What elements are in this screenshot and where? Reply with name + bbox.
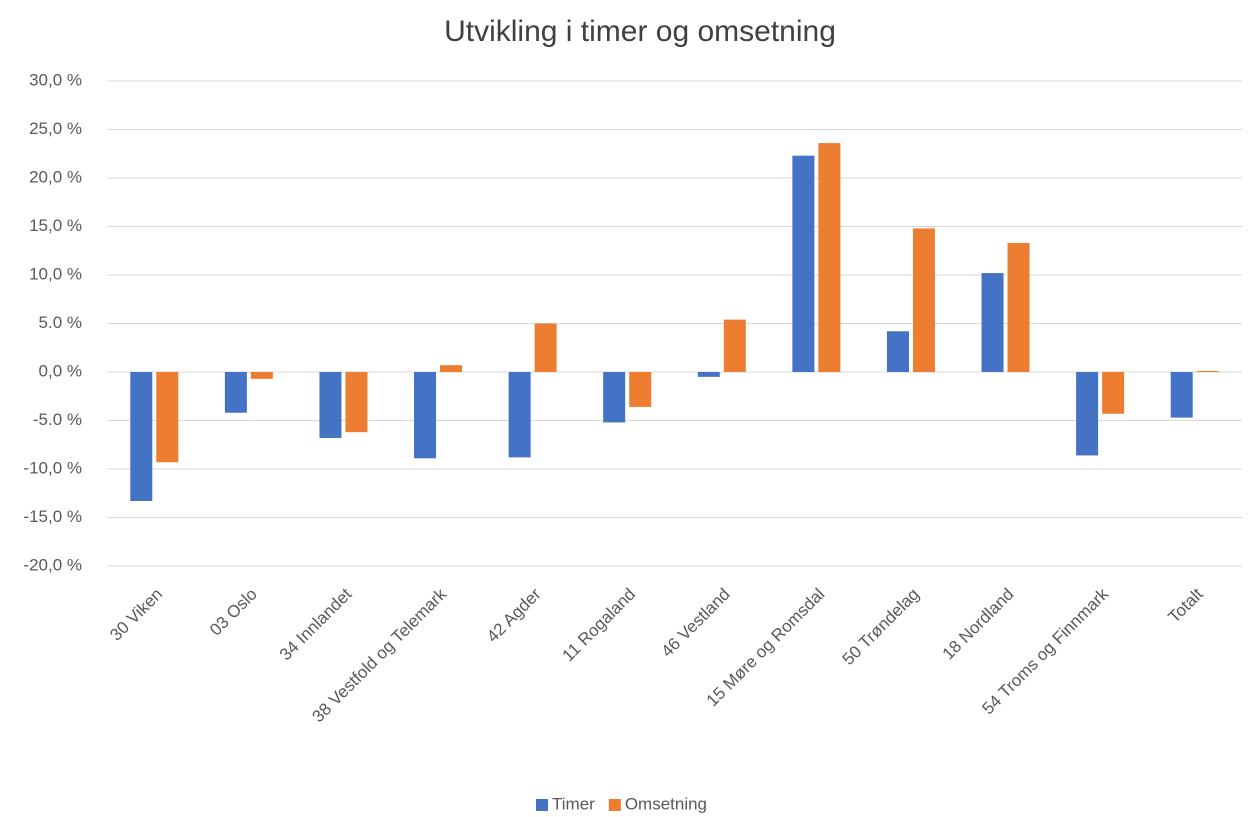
bar <box>250 372 273 379</box>
bar <box>1102 372 1125 414</box>
bar <box>414 372 437 459</box>
y-tick-label: 15,0 % <box>29 216 82 235</box>
y-tick-label: 5.0 % <box>39 313 82 332</box>
bar <box>534 323 557 372</box>
y-tick-label: -10,0 % <box>23 458 82 477</box>
x-tick-label: 30 Viken <box>106 585 166 645</box>
x-tick-label: 46 Vestland <box>658 585 734 661</box>
x-tick-label: 18 Nordland <box>939 585 1018 664</box>
bar <box>508 372 531 458</box>
bar <box>981 273 1004 372</box>
y-tick-label: -15,0 % <box>23 507 82 526</box>
x-tick-label: 34 Innlandet <box>276 584 356 664</box>
legend-swatch <box>536 799 548 811</box>
chart-title: Utvikling i timer og omsetning <box>444 15 836 48</box>
bar <box>1007 242 1030 372</box>
bar <box>886 331 909 372</box>
y-tick-label: 10,0 % <box>29 264 82 283</box>
bar <box>156 372 179 463</box>
y-tick-label: 0,0 % <box>39 361 82 380</box>
bar <box>1170 372 1193 418</box>
bar <box>319 372 342 438</box>
legend-label: Timer <box>552 794 595 813</box>
bar <box>818 143 841 372</box>
x-tick-label: 42 Agder <box>483 584 545 646</box>
bar <box>697 372 720 377</box>
y-tick-label: -5.0 % <box>33 410 82 429</box>
bar <box>792 155 815 372</box>
legend-swatch <box>608 799 621 811</box>
y-tick-label: 30,0 % <box>29 70 82 89</box>
bar <box>224 372 247 413</box>
y-tick-label: -20,0 % <box>23 555 82 574</box>
bar <box>440 365 463 372</box>
bar <box>603 372 626 423</box>
bar <box>629 372 652 407</box>
legend-label: Omsetning <box>625 794 707 813</box>
bar <box>912 228 935 372</box>
bar <box>345 372 368 433</box>
y-tick-label: 25,0 % <box>29 119 82 138</box>
bar <box>1076 372 1099 456</box>
x-tick-label: 03 Oslo <box>206 585 261 640</box>
x-tick-label: 11 Rogaland <box>558 585 639 666</box>
x-tick-label: Totalt <box>1165 584 1207 626</box>
bar <box>130 372 153 502</box>
x-tick-label: 50 Trøndelag <box>839 585 923 669</box>
y-tick-label: 20,0 % <box>29 167 82 186</box>
bar <box>1196 371 1219 372</box>
bar <box>723 319 746 372</box>
